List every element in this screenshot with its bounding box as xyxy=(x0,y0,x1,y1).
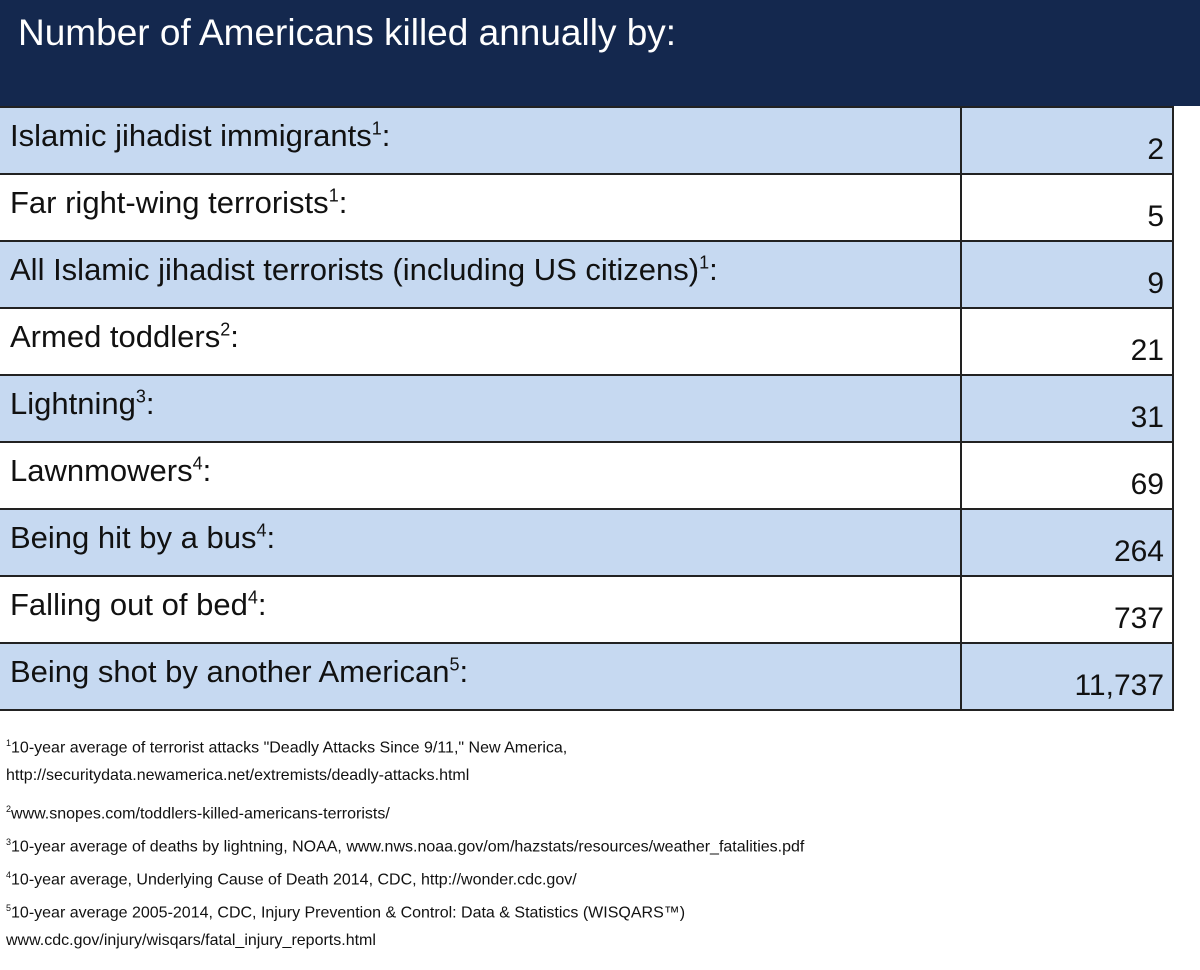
table-row: Being shot by another American5: 11,737 xyxy=(0,642,1174,709)
note-ref: 3 xyxy=(135,386,146,407)
footnote-text: www.cdc.gov/injury/wisqars/fatal_injury_… xyxy=(6,932,376,949)
table-row: Armed toddlers2: 21 xyxy=(0,307,1174,374)
footnote-marker: 4 xyxy=(6,870,12,880)
table-row: Far right-wing terrorists1: 5 xyxy=(0,173,1174,240)
table-row: Being hit by a bus4: 264 xyxy=(0,508,1174,575)
footnote-marker: 1 xyxy=(6,738,12,748)
footnote-text: 10-year average of deaths by lightning, … xyxy=(11,838,805,856)
table-border xyxy=(0,709,1174,711)
table-row: Islamic jihadist immigrants1: 2 xyxy=(0,106,1174,173)
row-label: Lawnmowers4: xyxy=(10,453,211,489)
row-value: 737 xyxy=(1113,602,1164,635)
table-row: Lawnmowers4: 69 xyxy=(0,441,1174,508)
column-divider xyxy=(960,376,962,441)
note-ref: 1 xyxy=(328,185,339,206)
footnote-text: 10-year average, Underlying Cause of Dea… xyxy=(11,871,577,889)
label-text: Being shot by another American xyxy=(10,654,450,689)
row-value: 264 xyxy=(1113,535,1164,568)
footnote-text: www.snopes.com/toddlers-killed-americans… xyxy=(11,805,390,823)
footnote-line: 2www.snopes.com/toddlers-killed-american… xyxy=(6,798,804,831)
footnote-line: http://securitydata.newamerica.net/extre… xyxy=(6,765,804,798)
column-divider xyxy=(960,577,962,642)
label-text: Far right-wing terrorists xyxy=(10,185,329,220)
label-text: Islamic jihadist immigrants xyxy=(10,118,372,153)
row-value: 2 xyxy=(1147,133,1164,166)
footnote-line: 510-year average 2005-2014, CDC, Injury … xyxy=(6,897,804,930)
note-ref: 5 xyxy=(449,654,460,675)
label-text: All Islamic jihadist terrorists (includi… xyxy=(10,252,700,287)
footnotes: 110-year average of terrorist attacks "D… xyxy=(6,732,804,963)
row-value: 5 xyxy=(1147,200,1164,233)
row-label: Lightning3: xyxy=(10,386,154,422)
header: Number of Americans killed annually by: xyxy=(0,0,1200,106)
note-ref: 4 xyxy=(247,587,258,608)
column-divider xyxy=(960,309,962,374)
label-suffix: : xyxy=(145,386,155,421)
note-ref: 1 xyxy=(699,252,710,273)
row-label: Being hit by a bus4: xyxy=(10,520,275,556)
note-ref: 1 xyxy=(371,118,382,139)
table-row: All Islamic jihadist terrorists (includi… xyxy=(0,240,1174,307)
label-suffix: : xyxy=(202,453,212,488)
label-suffix: : xyxy=(338,185,348,220)
footnote-marker: 3 xyxy=(6,837,12,847)
footnote-marker: 5 xyxy=(6,903,12,913)
table-row: Lightning3: 31 xyxy=(0,374,1174,441)
label-suffix: : xyxy=(709,252,718,287)
column-divider xyxy=(960,443,962,508)
label-text: Being hit by a bus xyxy=(10,520,257,555)
label-text: Falling out of bed xyxy=(10,587,248,622)
label-suffix: : xyxy=(459,654,469,689)
column-divider xyxy=(960,644,962,709)
row-value: 69 xyxy=(1130,468,1164,501)
footnote-line: 310-year average of deaths by lightning,… xyxy=(6,831,804,864)
label-text: Armed toddlers xyxy=(10,319,221,354)
footnote-line: www.cdc.gov/injury/wisqars/fatal_injury_… xyxy=(6,930,804,963)
footnote-text: 10-year average 2005-2014, CDC, Injury P… xyxy=(11,904,686,922)
footnote-text: 10-year average of terrorist attacks "De… xyxy=(11,739,568,757)
row-label: Armed toddlers2: xyxy=(10,319,239,355)
column-divider xyxy=(960,242,962,307)
row-label: Far right-wing terrorists1: xyxy=(10,185,347,221)
row-value: 9 xyxy=(1147,267,1164,300)
label-suffix: : xyxy=(381,118,391,153)
footnote-marker: 2 xyxy=(6,804,12,814)
column-divider xyxy=(960,175,962,240)
label-suffix: : xyxy=(230,319,239,354)
row-label: Islamic jihadist immigrants1: xyxy=(10,118,390,154)
label-text: Lawnmowers xyxy=(10,453,193,488)
footnote-text: http://securitydata.newamerica.net/extre… xyxy=(6,767,470,784)
label-text: Lightning xyxy=(10,386,136,421)
note-ref: 2 xyxy=(220,319,231,340)
row-value: 31 xyxy=(1130,401,1164,434)
row-value: 21 xyxy=(1130,334,1164,367)
row-label: All Islamic jihadist terrorists (includi… xyxy=(10,252,718,288)
column-divider xyxy=(960,108,962,173)
row-label: Falling out of bed4: xyxy=(10,587,266,623)
footnote-line: 410-year average, Underlying Cause of De… xyxy=(6,864,804,897)
label-suffix: : xyxy=(257,587,267,622)
row-value: 11,737 xyxy=(1074,669,1164,702)
note-ref: 4 xyxy=(256,520,267,541)
row-label: Being shot by another American5: xyxy=(10,654,468,690)
footnote-line: 110-year average of terrorist attacks "D… xyxy=(6,732,804,765)
column-divider xyxy=(960,510,962,575)
label-suffix: : xyxy=(266,520,276,555)
table-row: Falling out of bed4: 737 xyxy=(0,575,1174,642)
title: Number of Americans killed annually by: xyxy=(18,12,677,53)
table-border xyxy=(1172,106,1174,709)
note-ref: 4 xyxy=(192,453,203,474)
